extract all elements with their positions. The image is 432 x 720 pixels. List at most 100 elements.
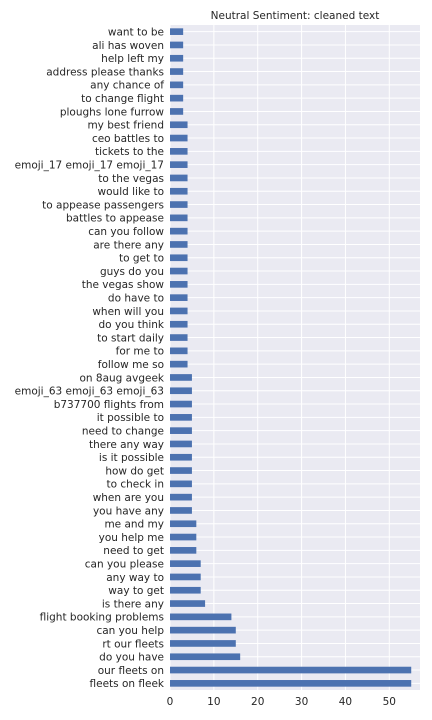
bar — [170, 440, 192, 448]
bar — [170, 520, 197, 528]
bar — [170, 41, 184, 49]
bar — [170, 453, 192, 461]
y-tick-label: b737700 flights from — [54, 399, 164, 411]
bar — [170, 281, 188, 288]
y-tick-label: any way to — [106, 572, 164, 584]
bar — [170, 307, 188, 315]
y-tick-label: emoji_17 emoji_17 emoji_17 — [15, 159, 164, 171]
y-tick-label: address please thanks — [46, 66, 164, 78]
y-tick-label: way to get — [108, 585, 164, 597]
x-tick-label: 20 — [251, 696, 264, 708]
y-tick-label: do you think — [99, 319, 165, 331]
x-tick-label: 0 — [167, 696, 174, 708]
bar — [170, 533, 197, 541]
bar — [170, 294, 188, 301]
y-tick-label: would like to — [98, 186, 164, 198]
bar — [170, 161, 188, 168]
bar — [170, 134, 188, 142]
bar — [170, 600, 206, 607]
chart-title: Neutral Sentiment: cleaned text — [211, 10, 380, 22]
y-tick-label: on 8aug avgeek — [79, 372, 164, 384]
bar — [170, 334, 188, 341]
bar — [170, 427, 192, 434]
y-tick-label: our fleets on — [98, 665, 164, 677]
y-tick-label: when will you — [92, 306, 164, 318]
bar — [170, 414, 192, 421]
y-tick-label: need to get — [103, 545, 164, 557]
bar — [170, 227, 188, 235]
x-tick-label: 50 — [383, 696, 396, 708]
bar — [170, 480, 192, 488]
y-tick-label: to check in — [106, 479, 164, 491]
bar — [170, 680, 412, 687]
bar — [170, 493, 192, 501]
x-tick-label: 40 — [339, 696, 352, 708]
bar — [170, 187, 188, 195]
bar — [170, 613, 232, 621]
bar — [170, 573, 201, 581]
y-tick-label: is it possible — [99, 452, 164, 464]
y-tick-label: can you please — [85, 558, 164, 570]
y-tick-label: can you follow — [88, 226, 164, 238]
bar — [170, 214, 188, 222]
y-tick-label: is there any — [102, 598, 164, 610]
y-tick-label: can you help — [96, 625, 164, 637]
bar — [170, 54, 184, 62]
y-tick-label: to appease passengers — [42, 199, 164, 211]
bar — [170, 547, 197, 554]
x-tick-label: 10 — [207, 696, 220, 708]
bar — [170, 400, 192, 408]
bar — [170, 467, 192, 474]
plot-background — [170, 25, 420, 690]
y-tick-label: tickets to the — [95, 146, 164, 158]
y-tick-label: ploughs lone furrow — [60, 106, 165, 118]
bar — [170, 640, 236, 647]
y-tick-label: ceo battles to — [92, 133, 164, 145]
bar — [170, 560, 201, 567]
bar — [170, 374, 192, 381]
bar — [170, 360, 188, 368]
y-tick-label: emoji_63 emoji_63 emoji_63 — [15, 386, 164, 398]
y-tick-label: you help me — [99, 532, 164, 544]
y-tick-label: need to change — [82, 425, 164, 437]
bar — [170, 626, 236, 634]
bar — [170, 68, 184, 75]
bar — [170, 28, 184, 35]
y-tick-label: ali has woven — [92, 40, 164, 52]
y-tick-label: want to be — [108, 26, 164, 38]
y-tick-label: how do get — [105, 465, 164, 477]
bar — [170, 666, 412, 674]
bar — [170, 81, 184, 89]
bar — [170, 653, 241, 661]
bar — [170, 387, 192, 395]
y-tick-label: help left my — [101, 53, 164, 65]
bar — [170, 148, 188, 155]
bar — [170, 254, 188, 262]
y-tick-label: the vegas show — [82, 279, 165, 291]
y-tick-label: it possible to — [97, 412, 164, 424]
y-tick-label: are there any — [93, 239, 164, 251]
y-tick-label: fleets on fleek — [90, 678, 165, 690]
y-tick-label: guys do you — [100, 266, 164, 278]
x-tick-labels: 0 10 20 30 40 50 — [167, 696, 396, 708]
bar — [170, 121, 188, 129]
y-tick-label: any chance of — [90, 80, 164, 92]
bar — [170, 586, 201, 594]
y-tick-label: follow me so — [98, 359, 164, 371]
grid-lines — [169, 25, 420, 690]
y-tick-label: to get to — [119, 253, 164, 265]
y-tick-label: when are you — [93, 492, 164, 504]
bar — [170, 201, 188, 208]
y-tick-label: battles to appease — [66, 213, 164, 225]
y-tick-label: to change flight — [81, 93, 164, 105]
y-tick-label: to the vegas — [98, 173, 164, 185]
y-tick-label: flight booking problems — [40, 612, 164, 624]
bar — [170, 347, 188, 355]
y-tick-label: to start daily — [97, 332, 164, 344]
bar — [170, 267, 188, 275]
y-tick-label: me and my — [104, 519, 164, 531]
y-tick-label: my best friend — [87, 120, 164, 132]
y-tick-label: rt our fleets — [102, 638, 164, 650]
